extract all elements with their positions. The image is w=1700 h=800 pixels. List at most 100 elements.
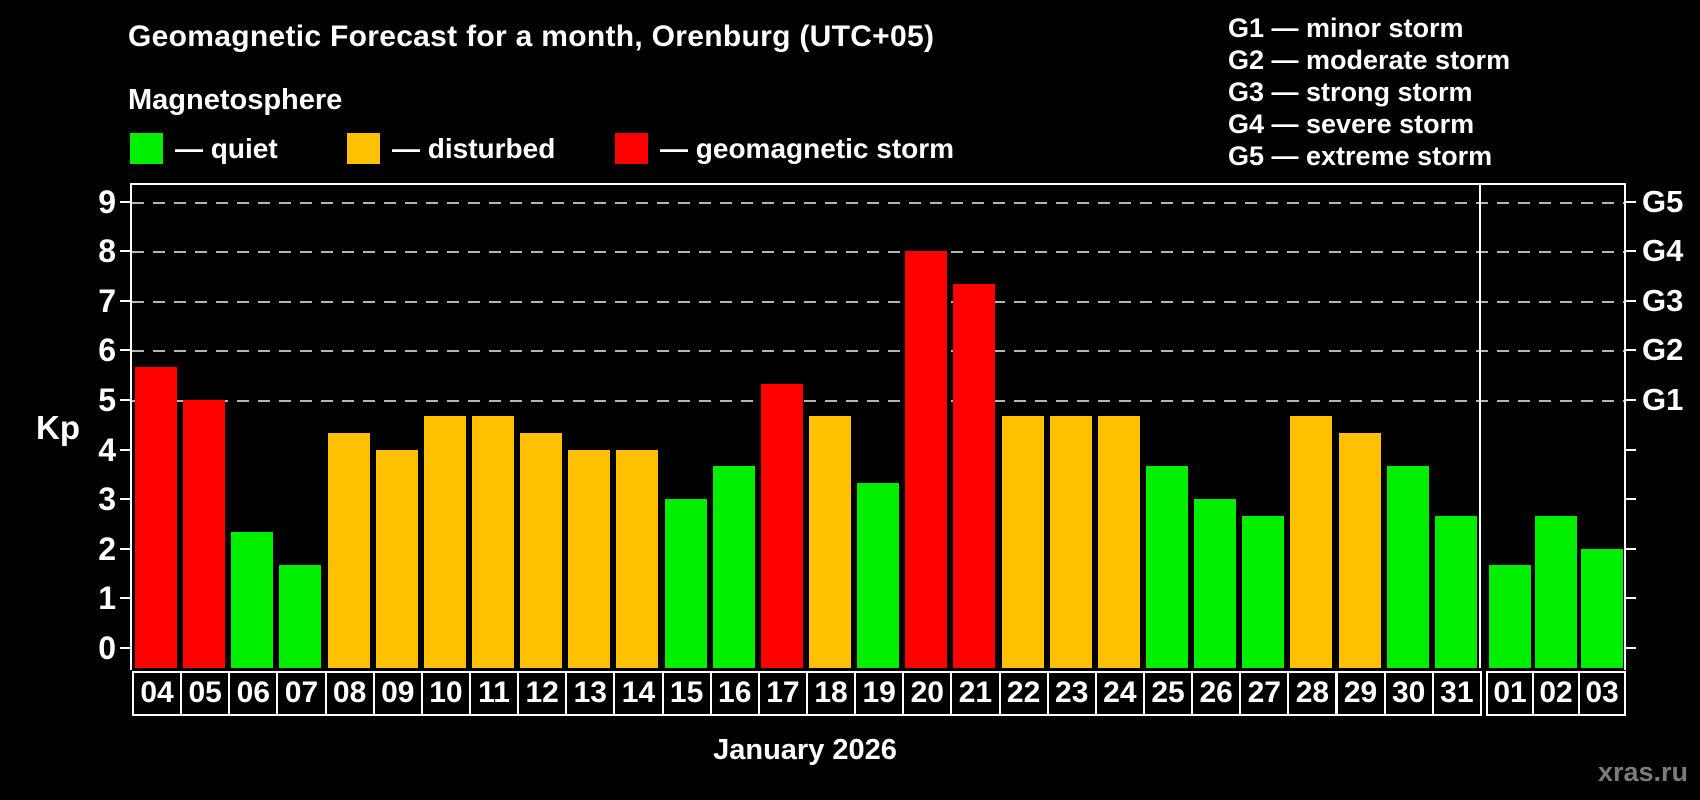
kp-bar-day-25 (1145, 465, 1188, 668)
gridline-kp9 (132, 201, 1624, 204)
kp-bar-day-22 (1001, 416, 1044, 668)
y-tick-7 (120, 299, 130, 302)
day-cell-10: 10 (420, 671, 471, 716)
gridline-kp8 (132, 251, 1624, 254)
kp-bar-day-11 (471, 416, 514, 668)
kp-bar-day-16 (712, 465, 755, 668)
y-tick-0 (120, 647, 130, 649)
kp-bar-day-31 (1434, 515, 1477, 668)
day-cell-22: 22 (998, 671, 1049, 716)
day-cell-02: 02 (1532, 671, 1580, 716)
kp-bar-day-05 (183, 400, 226, 668)
right-tick-5 (1626, 399, 1636, 401)
y-tick-label-7: 7 (98, 282, 116, 319)
y-tick-label-2: 2 (98, 530, 116, 567)
y-tick-label-9: 9 (98, 183, 116, 220)
watermark: xras.ru (1597, 757, 1688, 787)
day-cell-07: 07 (276, 671, 327, 716)
y-tick-label-8: 8 (98, 233, 116, 270)
kp-bar-day-03 (1581, 548, 1623, 668)
day-cell-24: 24 (1094, 671, 1145, 716)
gridline-kp5 (132, 400, 1624, 402)
day-cell-01: 01 (1486, 671, 1534, 716)
right-axis-line (1624, 183, 1626, 670)
y-axis-label: Kp (36, 409, 80, 446)
right-tick-6 (1626, 349, 1636, 352)
day-cell-28: 28 (1287, 671, 1338, 716)
y-tick-8 (120, 250, 130, 253)
chart-subtitle: Magnetosphere (128, 84, 343, 116)
kp-bar-day-09 (375, 449, 418, 668)
kp-bar-day-10 (423, 416, 466, 668)
day-cell-16: 16 (709, 671, 760, 716)
kp-bar-day-12 (520, 433, 563, 668)
day-cell-17: 17 (757, 671, 808, 716)
day-cell-14: 14 (613, 671, 664, 716)
kp-bar-day-08 (327, 433, 370, 668)
kp-bar-day-23 (1049, 416, 1092, 668)
kp-bar-day-14 (616, 449, 659, 668)
g2-legend-line: G2 — moderate storm (1228, 45, 1511, 75)
right-tick-7 (1626, 299, 1636, 302)
kp-bar-day-19 (857, 482, 900, 668)
y-tick-label-4: 4 (98, 431, 116, 468)
kp-bar-day-07 (279, 565, 322, 668)
day-cell-18: 18 (805, 671, 857, 716)
kp-bar-day-30 (1386, 465, 1429, 668)
day-cell-06: 06 (228, 671, 279, 716)
day-cell-11: 11 (468, 671, 520, 716)
kp-bar-day-29 (1338, 433, 1381, 668)
legend-label-quiet: — quiet (175, 133, 278, 164)
right-tick-9 (1626, 200, 1636, 203)
day-cell-30: 30 (1383, 671, 1434, 716)
day-cell-04: 04 (132, 671, 183, 716)
plot-top-border (130, 183, 1626, 185)
plot-area (132, 183, 1624, 668)
right-tick-4 (1626, 448, 1636, 451)
y-tick-4 (120, 448, 130, 451)
right-tick-1 (1626, 597, 1636, 600)
kp-bar-day-28 (1290, 416, 1333, 668)
g-scale-label-G3: G3 (1642, 282, 1684, 318)
kp-bar-day-18 (808, 416, 851, 668)
storm-color-swatch (615, 133, 648, 164)
day-cell-19: 19 (854, 671, 905, 716)
month-separator-line (1479, 183, 1481, 668)
right-tick-8 (1626, 250, 1636, 253)
kp-bar-day-13 (568, 449, 611, 668)
g-scale-label-G1: G1 (1642, 382, 1684, 417)
g-scale-legend: G1 — minor storm G2 — moderate storm G3 … (1228, 12, 1510, 172)
legend-label-disturbed: — disturbed (392, 133, 556, 164)
day-cell-13: 13 (565, 671, 616, 716)
disturbed-color-swatch (347, 133, 380, 164)
g1-legend-line: G1 — minor storm (1228, 13, 1464, 43)
kp-bar-day-17 (760, 383, 803, 668)
y-tick-label-6: 6 (98, 332, 116, 369)
day-cell-27: 27 (1239, 671, 1290, 716)
page-title: Geomagnetic Forecast for a month, Orenbu… (128, 20, 935, 53)
day-cell-25: 25 (1142, 671, 1194, 716)
gridline-kp7 (132, 300, 1624, 303)
kp-bar-day-26 (1194, 499, 1237, 668)
kp-bar-day-21 (953, 284, 996, 668)
x-axis-title: January 2026 (713, 734, 897, 766)
quiet-color-swatch (130, 133, 163, 164)
y-tick-2 (120, 547, 130, 550)
right-tick-3 (1626, 498, 1636, 501)
day-cell-12: 12 (517, 671, 568, 716)
y-tick-6 (120, 349, 130, 352)
day-cell-21: 21 (950, 671, 1001, 716)
kp-bar-day-24 (1097, 416, 1140, 668)
day-cell-31: 31 (1431, 671, 1482, 716)
y-tick-label-0: 0 (98, 630, 116, 666)
day-cell-15: 15 (661, 671, 712, 716)
right-tick-0 (1626, 647, 1636, 649)
day-cell-08: 08 (324, 671, 375, 716)
y-tick-5 (120, 399, 130, 401)
day-cell-20: 20 (902, 671, 953, 716)
kp-bar-day-15 (664, 499, 707, 668)
y-axis-line (130, 183, 132, 670)
day-cell-09: 09 (372, 671, 423, 716)
kp-bar-day-20 (905, 251, 948, 668)
